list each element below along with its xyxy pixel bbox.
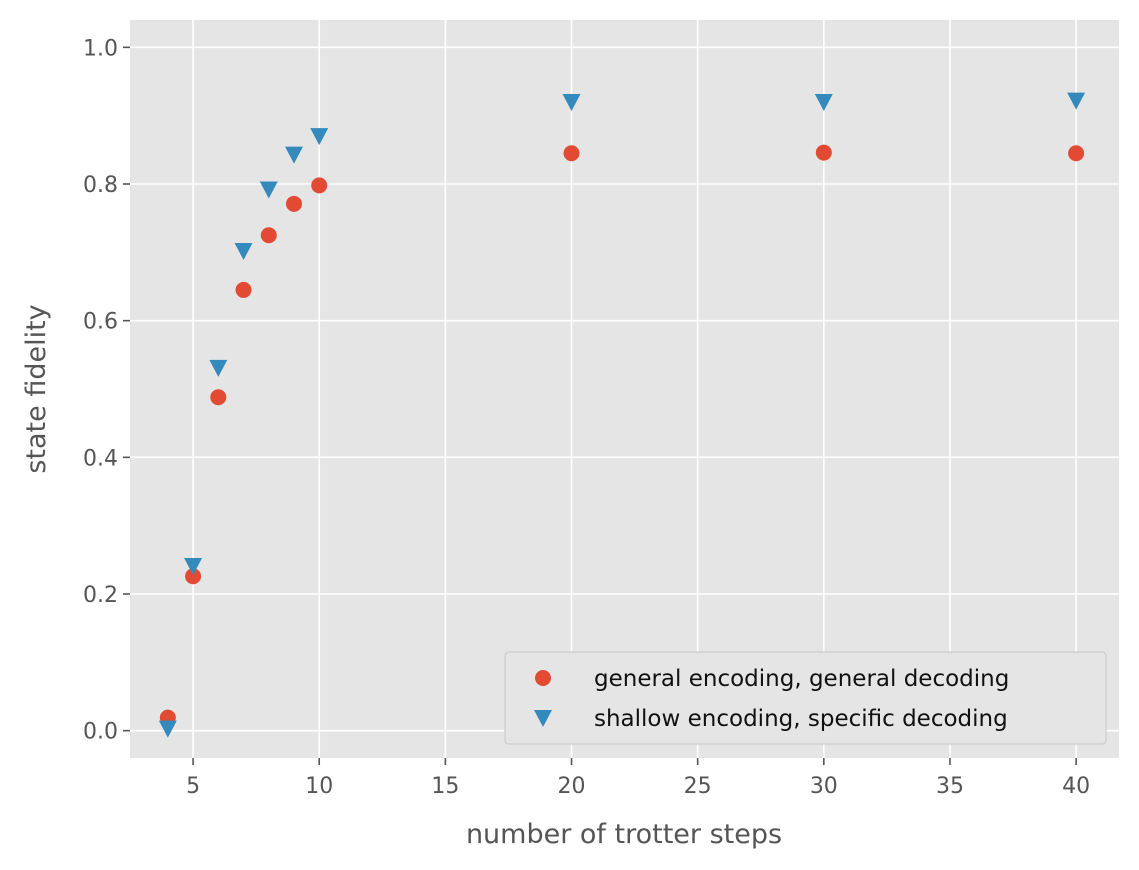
x-tick-label: 20 [558, 774, 586, 799]
point-shallow-encoding [234, 242, 253, 260]
x-tick-label: 5 [186, 774, 200, 799]
y-axis-label: state fidelity [21, 304, 52, 473]
point-shallow-encoding [562, 94, 581, 111]
point-shallow-encoding [158, 720, 177, 738]
x-tick-label: 15 [431, 774, 459, 799]
data-points [158, 92, 1086, 738]
legend-marker-shallow [534, 710, 552, 727]
y-axis-ticks: 0.0 0.2 0.4 0.6 0.8 1.0 [83, 36, 130, 745]
x-tick-label: 10 [305, 774, 333, 799]
point-general-encoding [815, 144, 832, 161]
legend-box [504, 651, 1107, 745]
point-general-encoding [311, 177, 328, 194]
point-shallow-encoding [209, 359, 228, 377]
x-tick-label: 25 [684, 774, 712, 799]
x-axis-label: number of trotter steps [466, 819, 782, 850]
y-tick-label: 0.0 [83, 720, 118, 745]
point-shallow-encoding [1067, 92, 1086, 110]
point-general-encoding [563, 145, 580, 162]
legend: general encoding, general decoding shall… [504, 651, 1107, 745]
plot-area [130, 20, 1119, 758]
point-general-encoding [210, 389, 227, 406]
point-shallow-encoding [310, 128, 329, 146]
x-tick-label: 35 [936, 774, 964, 799]
point-shallow-encoding [814, 94, 833, 111]
y-tick-label: 0.8 [83, 173, 118, 198]
point-general-encoding [260, 227, 277, 244]
grid-lines [130, 20, 1119, 758]
point-shallow-encoding [184, 557, 203, 575]
point-general-encoding [235, 281, 252, 298]
x-tick-label: 30 [810, 774, 838, 799]
legend-label-shallow: shallow encoding, specific decoding [594, 706, 1008, 732]
x-tick-label: 40 [1062, 774, 1090, 799]
y-tick-label: 0.4 [83, 446, 118, 471]
point-shallow-encoding [259, 181, 278, 199]
y-tick-label: 0.2 [83, 583, 118, 608]
y-tick-label: 1.0 [83, 36, 118, 61]
legend-label-general: general encoding, general decoding [594, 666, 1009, 692]
legend-marker-general [535, 670, 551, 686]
point-general-encoding [285, 195, 302, 212]
x-axis-ticks: 5 10 15 20 25 30 35 40 [186, 758, 1090, 799]
point-general-encoding [185, 568, 202, 585]
point-shallow-encoding [284, 146, 303, 164]
point-general-encoding [1068, 145, 1085, 162]
y-tick-label: 0.6 [83, 310, 118, 335]
